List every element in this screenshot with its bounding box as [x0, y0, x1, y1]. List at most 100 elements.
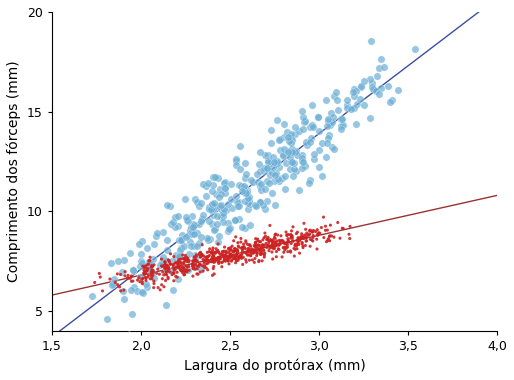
Point	[180, 259, 188, 265]
Point	[224, 258, 232, 264]
Point	[181, 252, 190, 258]
Point	[272, 161, 281, 167]
Point	[257, 248, 265, 254]
Point	[290, 124, 299, 130]
Point	[230, 246, 238, 252]
Point	[190, 243, 198, 249]
Point	[293, 237, 301, 243]
Point	[232, 247, 240, 253]
Point	[266, 222, 274, 228]
Point	[183, 269, 191, 275]
Point	[127, 273, 135, 279]
Point	[356, 95, 364, 101]
Point	[248, 246, 256, 252]
Point	[306, 177, 314, 183]
Point	[245, 249, 253, 255]
Point	[181, 214, 190, 220]
Point	[203, 254, 211, 260]
Point	[338, 116, 346, 122]
Point	[255, 246, 263, 252]
Point	[237, 254, 245, 260]
Point	[157, 256, 166, 262]
Point	[269, 256, 277, 262]
Point	[209, 245, 217, 251]
Point	[369, 86, 377, 92]
Point	[268, 164, 277, 170]
Point	[367, 38, 375, 44]
Point	[211, 204, 219, 210]
Point	[147, 273, 155, 279]
Point	[264, 165, 272, 171]
Point	[275, 137, 283, 143]
Point	[171, 224, 179, 230]
Point	[261, 152, 269, 158]
Point	[264, 157, 272, 163]
Point	[259, 242, 267, 248]
Point	[208, 250, 216, 256]
Point	[181, 256, 189, 263]
Point	[256, 199, 265, 205]
Point	[233, 200, 241, 206]
Point	[209, 174, 217, 180]
Point	[242, 259, 250, 265]
Point	[261, 233, 269, 239]
Point	[214, 249, 222, 255]
Point	[167, 251, 175, 257]
Point	[221, 252, 229, 258]
Point	[162, 264, 170, 270]
Point	[204, 267, 212, 273]
Point	[321, 223, 329, 229]
Point	[203, 254, 211, 260]
Point	[271, 202, 279, 208]
Point	[201, 255, 210, 261]
Point	[248, 250, 256, 256]
Point	[281, 186, 289, 192]
Point	[270, 234, 279, 241]
Point	[175, 260, 183, 266]
Point	[177, 237, 185, 243]
Point	[150, 269, 158, 275]
Point	[284, 148, 292, 154]
Point	[219, 218, 227, 225]
Point	[163, 237, 171, 243]
Point	[135, 241, 143, 247]
Point	[242, 238, 250, 244]
Point	[157, 263, 166, 269]
Point	[288, 238, 297, 244]
Point	[208, 249, 216, 255]
Point	[195, 261, 204, 268]
Point	[169, 270, 177, 276]
Point	[239, 254, 247, 260]
Point	[242, 171, 250, 177]
Point	[331, 146, 339, 152]
Point	[234, 257, 242, 263]
Point	[194, 263, 203, 269]
Point	[198, 263, 207, 269]
Point	[186, 227, 194, 233]
Point	[185, 263, 193, 269]
Point	[179, 260, 188, 266]
Point	[189, 273, 197, 279]
Point	[259, 251, 267, 257]
Point	[143, 262, 151, 268]
Point	[177, 267, 185, 273]
Point	[288, 233, 297, 239]
Point	[162, 264, 170, 271]
Point	[357, 84, 365, 90]
Point	[107, 260, 115, 266]
Point	[291, 241, 300, 247]
Point	[316, 164, 324, 170]
Point	[260, 242, 268, 249]
Point	[259, 242, 267, 248]
Point	[174, 223, 182, 229]
Point	[394, 87, 402, 93]
Point	[303, 230, 311, 236]
Point	[227, 251, 235, 257]
Point	[188, 228, 196, 234]
Point	[149, 263, 157, 269]
Point	[167, 261, 175, 268]
Point	[334, 220, 342, 226]
Point	[256, 247, 264, 253]
Point	[270, 159, 278, 165]
Point	[165, 266, 173, 272]
